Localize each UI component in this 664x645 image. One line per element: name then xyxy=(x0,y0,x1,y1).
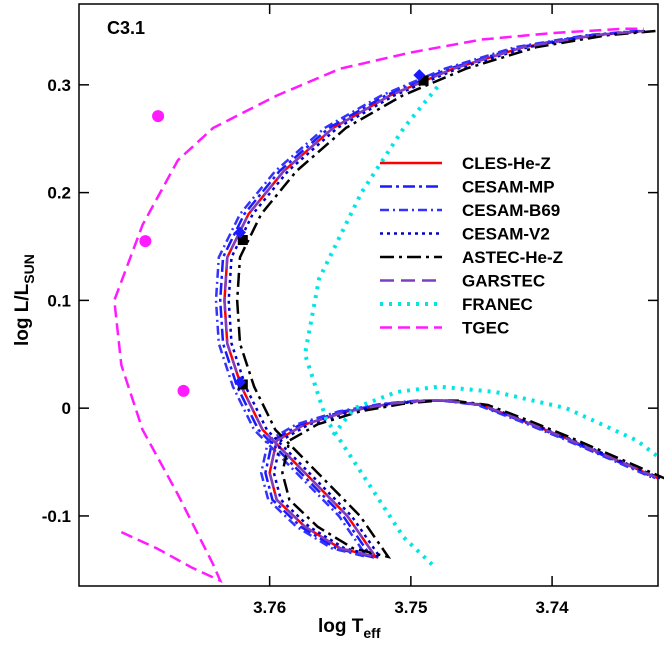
legend-label: ASTEC-He-Z xyxy=(462,248,563,267)
y-axis-title-main: log L/L xyxy=(12,283,33,346)
y-tick-label: 0 xyxy=(62,399,71,418)
series-line xyxy=(227,29,649,559)
series-line xyxy=(223,29,644,559)
legend-label: GARSTEC xyxy=(462,272,545,291)
series-line xyxy=(113,27,644,584)
marker-square xyxy=(237,235,248,246)
annotation-label: C3.1 xyxy=(107,18,145,38)
plot-frame xyxy=(78,3,659,587)
marker-diamond xyxy=(413,69,426,82)
series-line-branch xyxy=(446,399,659,480)
series-line xyxy=(214,29,636,559)
legend-label: FRANEC xyxy=(462,295,533,314)
x-axis-title-main: log T xyxy=(318,616,364,637)
marker-diamond xyxy=(233,376,246,389)
x-tick-label: 3.76 xyxy=(253,598,286,617)
x-tick-label: 3.74 xyxy=(536,598,570,617)
series-markers xyxy=(139,69,429,397)
x-tick-label: 3.75 xyxy=(394,598,427,617)
marker-circle xyxy=(139,235,152,248)
y-tick-label: 0.3 xyxy=(47,76,71,95)
axis-ticks: 3.76 3.75 3.74 -0.1 0 0.1 0.2 0.3 xyxy=(42,4,658,617)
series-line xyxy=(235,29,657,559)
series-line xyxy=(223,29,644,559)
y-tick-label: 0.2 xyxy=(47,184,71,203)
legend-label: CESAM-MP xyxy=(462,178,555,197)
legend: CLES-He-Z CESAM-MP CESAM-B69 CESAM-V2 ASTEC-… xyxy=(380,154,563,338)
legend-label: TGEC xyxy=(462,319,509,338)
marker-circle xyxy=(152,110,165,123)
y-axis-title-sub: SUN xyxy=(21,254,37,284)
legend-label: CESAM-V2 xyxy=(462,225,550,244)
legend-label: CESAM-B69 xyxy=(462,201,560,220)
y-tick-label: 0.1 xyxy=(47,291,71,310)
marker-diamond xyxy=(233,226,246,239)
series-line-branch xyxy=(331,384,660,459)
x-axis-title: log Teff xyxy=(318,616,381,641)
marker-circle xyxy=(177,384,190,397)
series-line-branch xyxy=(441,399,655,480)
y-axis-title: log L/LSUN xyxy=(12,254,37,346)
marker-square xyxy=(418,75,429,86)
y-tick-label: -0.1 xyxy=(42,507,71,526)
series-curves xyxy=(113,27,664,584)
series-line xyxy=(218,29,640,559)
series-line-branch xyxy=(452,399,664,480)
x-axis-title-sub: eff xyxy=(363,625,380,641)
legend-label: CLES-He-Z xyxy=(462,154,551,173)
